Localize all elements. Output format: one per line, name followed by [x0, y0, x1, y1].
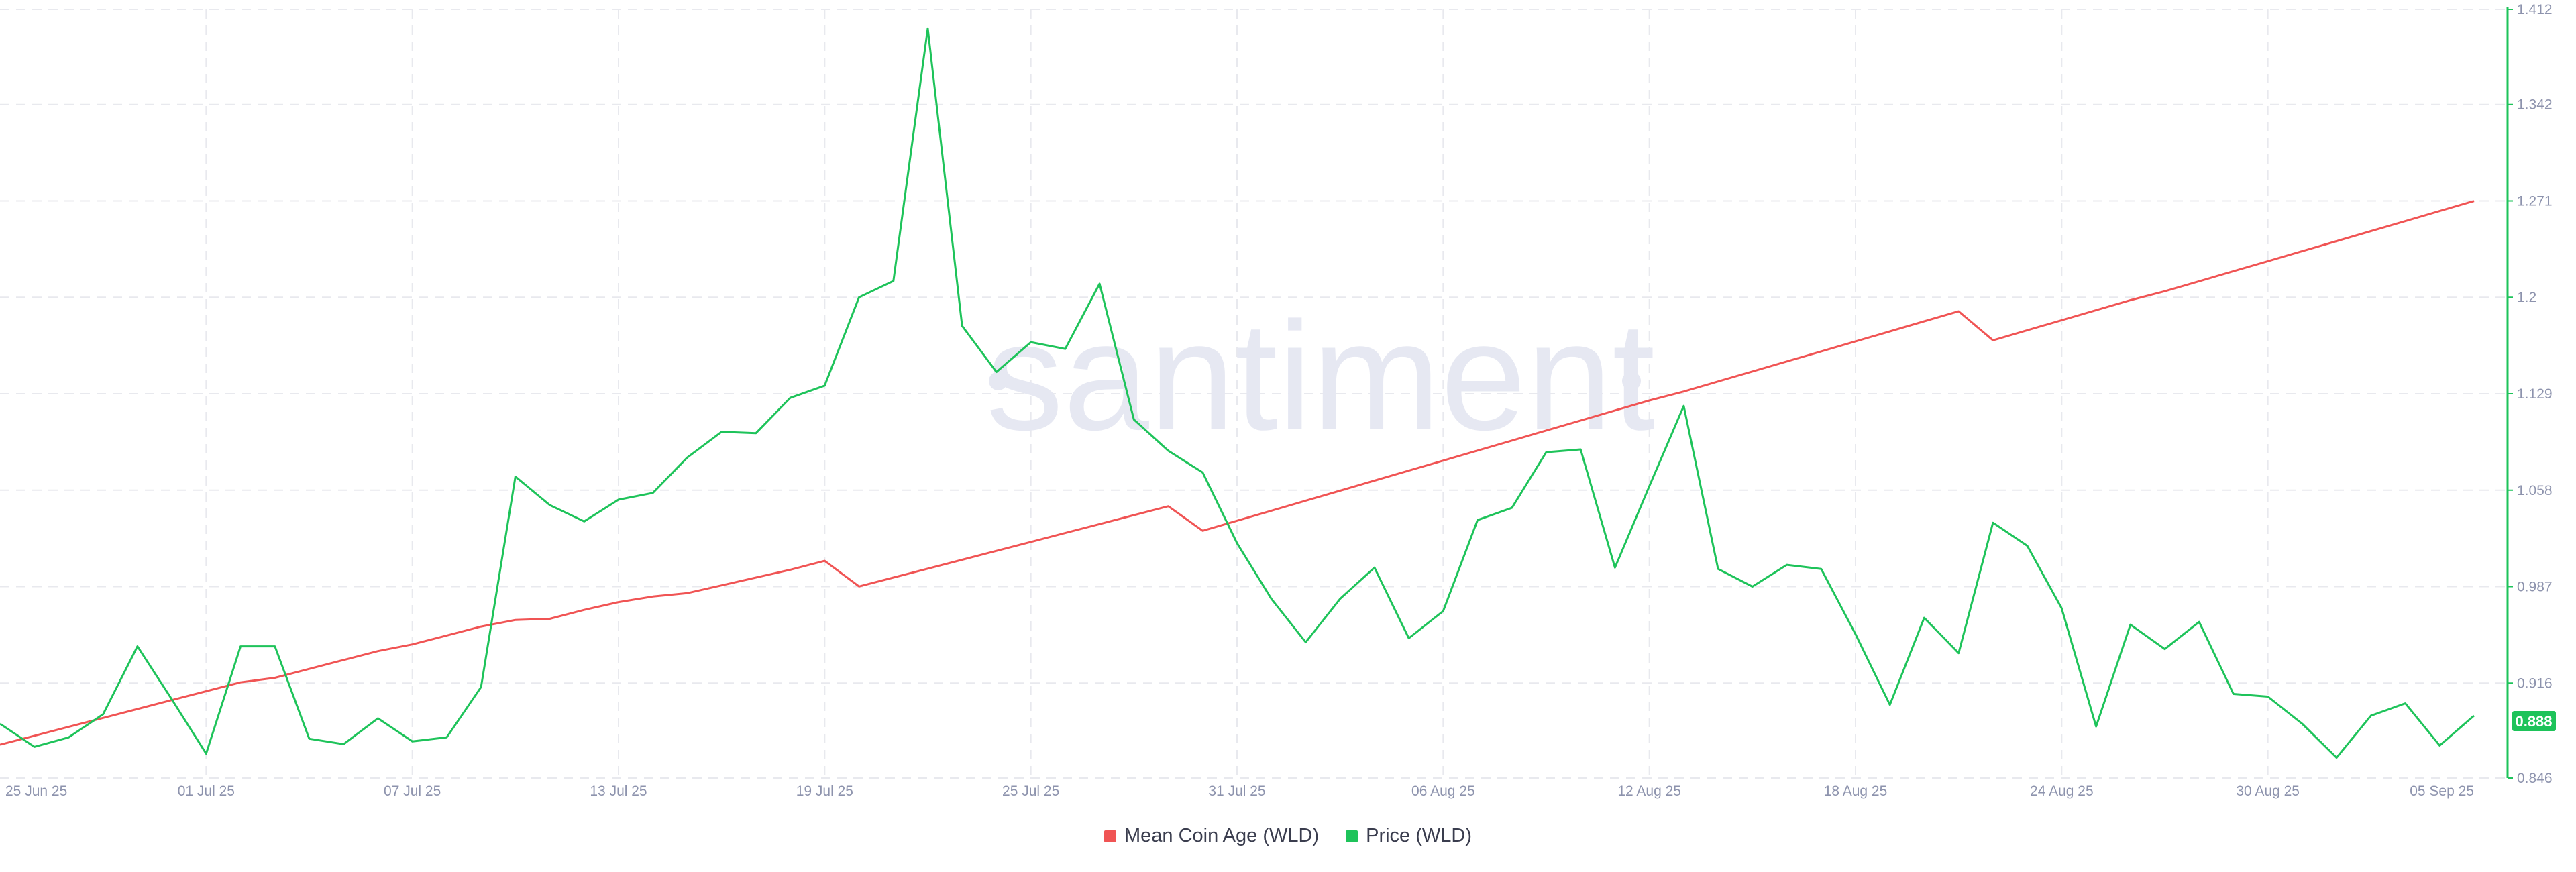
x-tick-label: 12 Aug 25 [1617, 783, 1681, 799]
x-tick-label: 05 Sep 25 [2410, 783, 2474, 799]
watermark-dot-left [989, 372, 1008, 390]
x-tick-label: 30 Aug 25 [2236, 783, 2300, 799]
y-tick-label: 1.129 [2517, 386, 2553, 402]
x-tick-label: 25 Jun 25 [5, 783, 67, 799]
y-tick-label: 1.271 [2517, 193, 2553, 209]
y-tick-label: 0.916 [2517, 675, 2553, 691]
legend: Mean Coin Age (WLD) Price (WLD) [0, 825, 2576, 847]
legend-label-mean-coin-age: Mean Coin Age (WLD) [1124, 825, 1320, 847]
santiment-watermark: santiment [986, 290, 1655, 462]
legend-item-mean-coin-age[interactable]: Mean Coin Age (WLD) [1104, 825, 1319, 847]
y-tick-label: 1.058 [2517, 483, 2553, 498]
watermark-dot-right [1622, 372, 1641, 390]
legend-swatch-mean-coin-age [1104, 830, 1116, 842]
y-tick-label: 0.987 [2517, 580, 2553, 595]
right-y-axis: 1.412 1.342 1.271 1.2 1.129 1.058 0.987 0.916 0.… [2508, 2, 2553, 786]
legend-item-price[interactable]: Price (WLD) [1346, 825, 1472, 847]
x-tick-label: 25 Jul 25 [1002, 783, 1059, 799]
current-price-badge-bg [2512, 711, 2556, 731]
current-price-badge: 0.888 [2512, 711, 2556, 731]
x-tick-label: 13 Jul 25 [590, 783, 647, 799]
legend-swatch-price [1346, 830, 1358, 842]
series-layer [0, 27, 2475, 759]
series-line-price[interactable] [0, 27, 2475, 759]
x-tick-label: 19 Jul 25 [796, 783, 853, 799]
current-price-label: 0.888 [2515, 713, 2552, 730]
x-tick-label: 01 Jul 25 [178, 783, 235, 799]
y-tick-label: 1.342 [2517, 97, 2553, 113]
x-tick-label: 31 Jul 25 [1208, 783, 1265, 799]
x-tick-label: 06 Aug 25 [1411, 783, 1475, 799]
x-axis: 25 Jun 25 01 Jul 25 07 Jul 25 13 Jul 25 19 J… [5, 783, 2474, 799]
x-tick-label: 18 Aug 25 [1824, 783, 1888, 799]
y-tick-label: 1.412 [2517, 2, 2553, 17]
x-tick-label: 07 Jul 25 [384, 783, 441, 799]
y-tick-label: 1.2 [2517, 290, 2536, 305]
series-line-mean-coin-age[interactable] [0, 200, 2475, 746]
x-tick-label: 24 Aug 25 [2030, 783, 2094, 799]
y-tick-label: 0.846 [2517, 771, 2553, 786]
legend-label-price: Price (WLD) [1366, 825, 1472, 847]
